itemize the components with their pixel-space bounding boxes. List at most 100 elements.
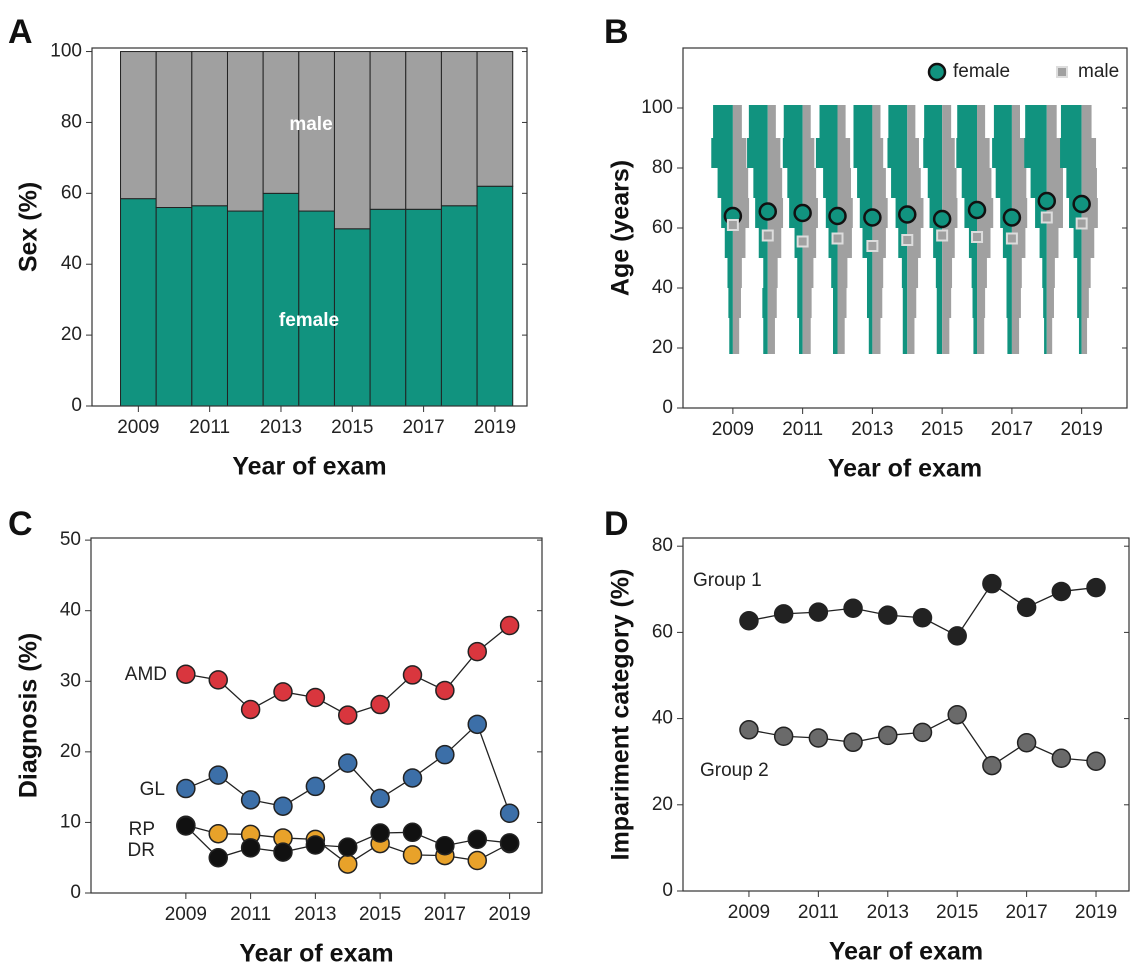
point — [435, 835, 455, 856]
mean-marker — [932, 209, 952, 229]
mean-marker — [761, 229, 774, 242]
point — [1051, 748, 1072, 768]
point — [843, 732, 863, 753]
hist-bin — [927, 168, 943, 198]
series-label: DR — [128, 840, 155, 861]
hist-bin — [1011, 288, 1021, 318]
hist-bin — [802, 105, 811, 138]
hist-bin — [1081, 288, 1089, 318]
hist-bin — [1046, 318, 1053, 354]
hist-bin — [758, 228, 768, 258]
point — [947, 626, 967, 646]
hist-bin — [762, 288, 768, 318]
hist-bin — [1046, 228, 1059, 258]
x-tick-label: 2009 — [712, 419, 754, 440]
point — [176, 664, 196, 684]
hist-bin — [1043, 288, 1047, 318]
hist-bin — [1024, 138, 1047, 168]
hist-bin — [1073, 228, 1082, 258]
hist-bin — [957, 105, 978, 138]
point — [370, 823, 390, 843]
point — [337, 705, 358, 725]
mean-marker — [1075, 217, 1088, 230]
point — [467, 829, 487, 850]
hist-bin — [866, 288, 873, 318]
panel-letter: A — [8, 13, 33, 51]
hist-bin — [1046, 168, 1063, 198]
hist-bin — [767, 138, 781, 168]
x-tick-label: 2015 — [359, 904, 401, 925]
hist-bin — [753, 168, 768, 198]
hist-bin — [887, 138, 908, 168]
hist-bin — [1046, 138, 1063, 168]
mean-marker — [831, 232, 844, 245]
point — [773, 604, 794, 624]
mean-marker — [866, 240, 879, 252]
bar-segment — [155, 207, 193, 407]
point — [208, 670, 228, 690]
point — [499, 833, 520, 853]
hist-bin — [993, 105, 1012, 138]
point — [305, 835, 326, 855]
y-tick-label: 0 — [71, 395, 82, 416]
hist-bin — [907, 288, 917, 318]
point — [176, 816, 196, 836]
x-tick-label: 2013 — [867, 902, 909, 923]
point — [739, 720, 759, 740]
x-axis-label: Year of exam — [829, 938, 983, 966]
hist-bin — [763, 318, 768, 354]
point — [947, 704, 967, 725]
bar-segment — [120, 198, 157, 407]
hist-bin — [797, 258, 803, 288]
bar-segment — [440, 51, 478, 207]
point — [273, 842, 293, 862]
point — [402, 665, 423, 685]
point — [435, 744, 455, 765]
hist-bin — [1077, 288, 1082, 318]
hist-bin — [748, 105, 768, 138]
y-tick-label: 30 — [60, 670, 81, 691]
y-tick-label: 10 — [60, 811, 81, 832]
x-tick-label: 2011 — [230, 904, 271, 925]
hist-bin — [924, 105, 943, 138]
x-tick-label: 2015 — [921, 419, 963, 440]
hist-bin — [782, 138, 803, 168]
bar-segment — [226, 51, 264, 212]
hist-bin — [1066, 168, 1082, 198]
hist-bin — [732, 258, 742, 288]
bar-segment — [369, 208, 407, 407]
y-tick-label: 0 — [70, 882, 81, 903]
hist-bin — [1011, 105, 1021, 138]
point — [1086, 751, 1106, 772]
bar-segment — [262, 51, 300, 194]
series-label: female — [279, 310, 339, 331]
legend-marker — [927, 62, 947, 82]
bar-segment — [155, 51, 193, 209]
y-axis-label: Diagnosis (%) — [15, 633, 43, 798]
hist-bin — [891, 168, 908, 198]
hist-bin — [1039, 228, 1047, 258]
hist-bin — [717, 168, 733, 198]
hist-bin — [767, 168, 783, 198]
bar-segment — [262, 192, 300, 407]
hist-bin — [1060, 105, 1082, 138]
panel-letter: C — [8, 505, 33, 543]
bar-segment — [191, 51, 228, 207]
point — [208, 847, 228, 868]
x-tick-label: 2019 — [488, 904, 530, 925]
hist-bin — [711, 138, 733, 168]
y-tick-label: 20 — [60, 741, 81, 762]
point — [208, 765, 228, 785]
point — [912, 722, 933, 743]
bar-segment — [405, 208, 442, 407]
bar-segment — [120, 51, 157, 200]
y-tick-label: 40 — [652, 277, 673, 298]
x-tick-label: 2017 — [402, 417, 444, 438]
bar-segment — [298, 51, 335, 212]
hist-bin — [815, 138, 838, 168]
hist-bin — [1046, 288, 1054, 318]
y-axis-label: Impariment category (%) — [607, 569, 635, 861]
mean-marker — [1002, 208, 1022, 227]
point — [337, 753, 358, 773]
hist-bin — [732, 105, 742, 138]
